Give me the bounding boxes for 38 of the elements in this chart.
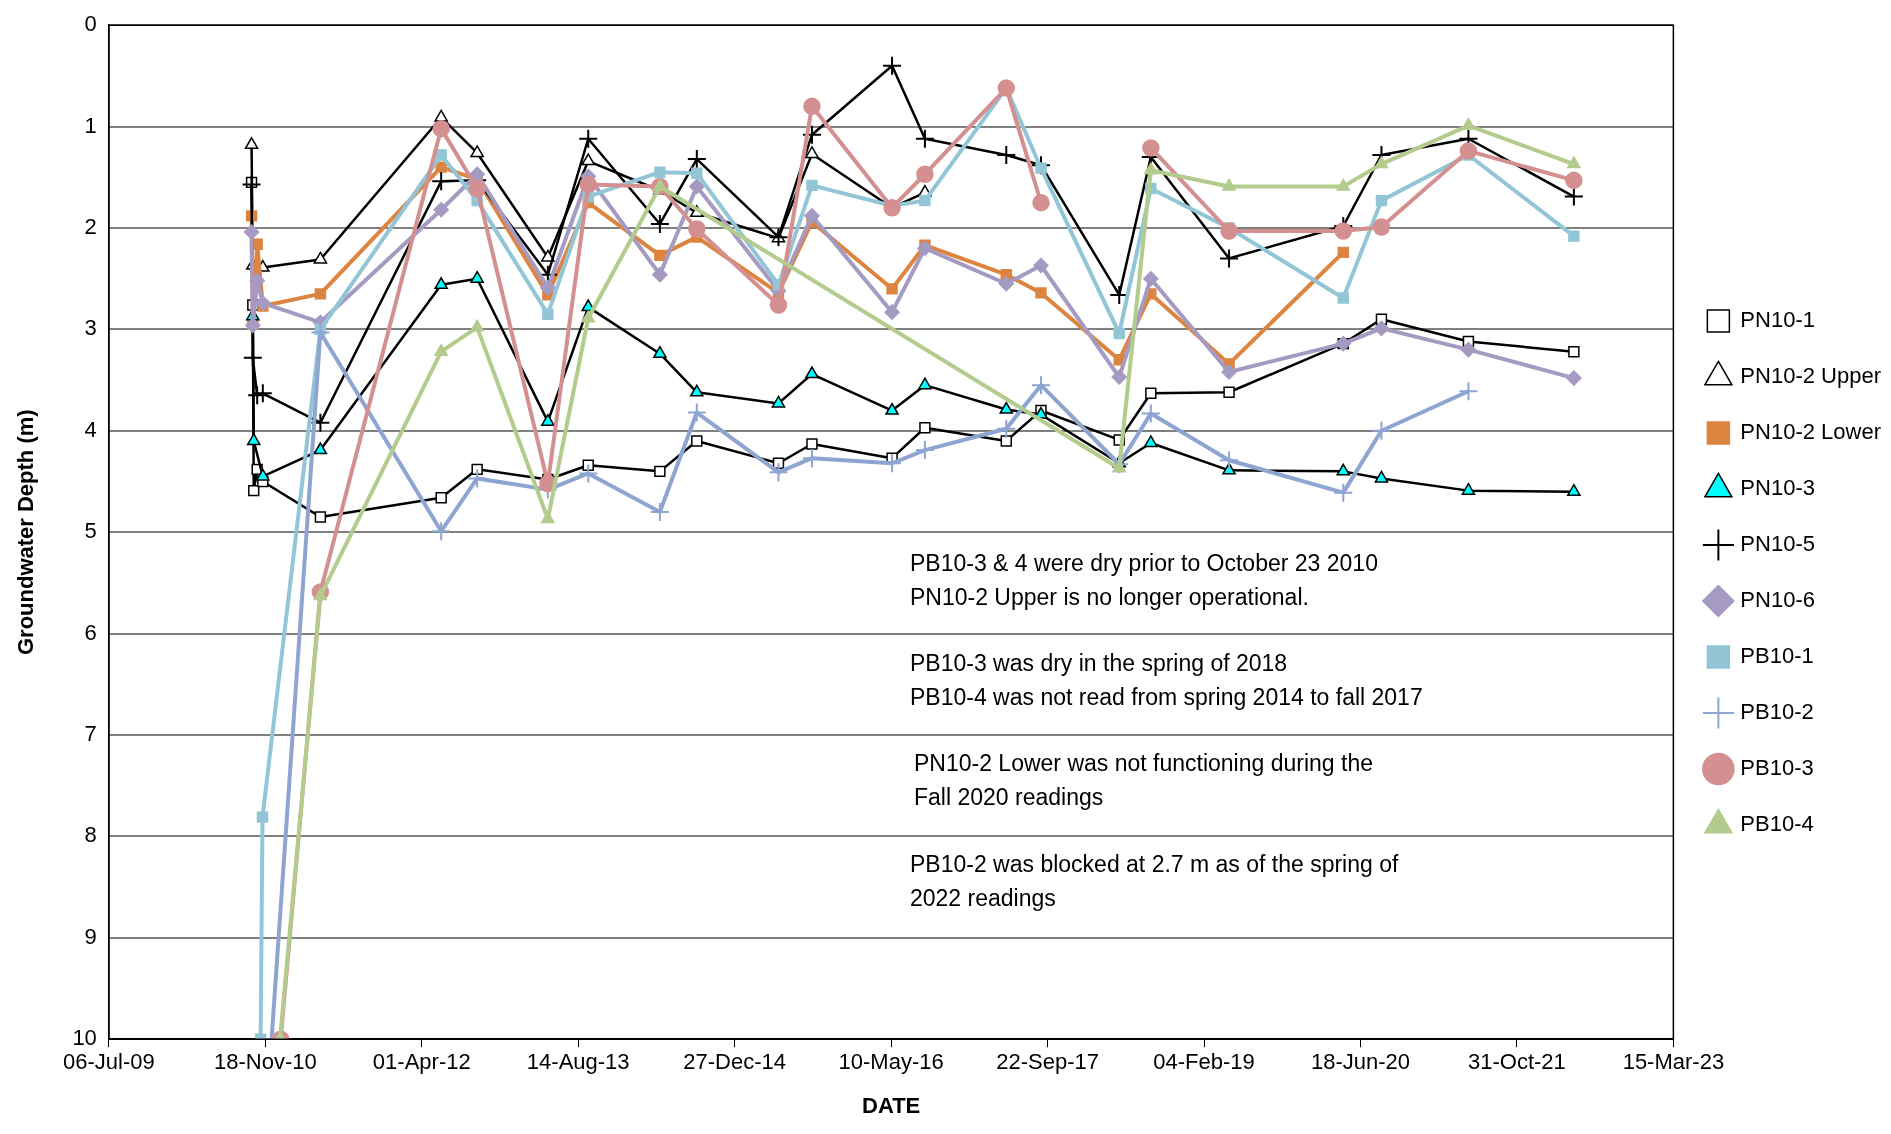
x-tick-label: 06-Jul-09 — [63, 1049, 155, 1075]
x-tick-label: 15-Mar-23 — [1622, 1049, 1725, 1075]
x-tick-label: 31-Oct-21 — [1468, 1049, 1566, 1075]
legend-label: PB10-2 — [1740, 699, 1814, 725]
x-tick-label: 27-Dec-14 — [683, 1049, 787, 1075]
x-tick-label: 18-Jun-20 — [1310, 1049, 1411, 1075]
y-tick-label: 1 — [84, 112, 97, 138]
legend-label: PN10-5 — [1740, 531, 1815, 557]
legend-label: PN10-3 — [1740, 475, 1815, 501]
legend-label: PN10-2 Lower — [1740, 419, 1882, 445]
x-tick-label: 18-Nov-10 — [213, 1049, 317, 1075]
y-tick-label: 3 — [84, 315, 97, 341]
legend-label: PB10-3 — [1740, 755, 1814, 781]
y-tick-label: 0 — [84, 11, 97, 37]
y-axis-title: Groundwater Depth (m) — [13, 409, 39, 656]
x-tick-label: 04-Feb-19 — [1153, 1049, 1255, 1075]
legend-label: PN10-2 Upper — [1740, 363, 1882, 389]
x-tick-label: 14-Aug-13 — [526, 1049, 630, 1075]
y-tick-label: 7 — [84, 721, 97, 747]
y-tick-label: 5 — [84, 518, 97, 544]
x-tick-label: 22-Sep-17 — [996, 1049, 1099, 1075]
x-axis-title: DATE — [861, 1092, 921, 1118]
y-tick-label: 10 — [72, 1025, 97, 1051]
annotation: PN10-2 Lower was not functioning during the Fall 2020 readings — [914, 750, 1374, 811]
y-tick-label: 2 — [84, 214, 97, 240]
y-tick-label: 8 — [84, 822, 97, 848]
x-tick-label: 10-May-16 — [838, 1049, 944, 1075]
legend-label: PB10-4 — [1740, 811, 1814, 837]
legend-label: PN10-6 — [1740, 587, 1815, 613]
annotation: PB10-3 & 4 were dry prior to October 23 2010 PN10-2 Upper is no longer operational. — [910, 550, 1378, 611]
y-tick-label: 9 — [84, 923, 97, 949]
annotation: PB10-3 was dry in the spring of 2018 PB10-4 was not read from spring 2014 to fall 2017 — [910, 650, 1423, 711]
x-tick-label: 01-Apr-12 — [372, 1049, 471, 1075]
y-tick-label: 4 — [84, 416, 97, 442]
annotation: PB10-2 was blocked at 2.7 m as of the spring of 2022 readings — [910, 851, 1399, 912]
y-tick-label: 6 — [84, 619, 97, 645]
legend-label: PB10-1 — [1740, 643, 1814, 669]
legend-label: PN10-1 — [1740, 307, 1815, 333]
